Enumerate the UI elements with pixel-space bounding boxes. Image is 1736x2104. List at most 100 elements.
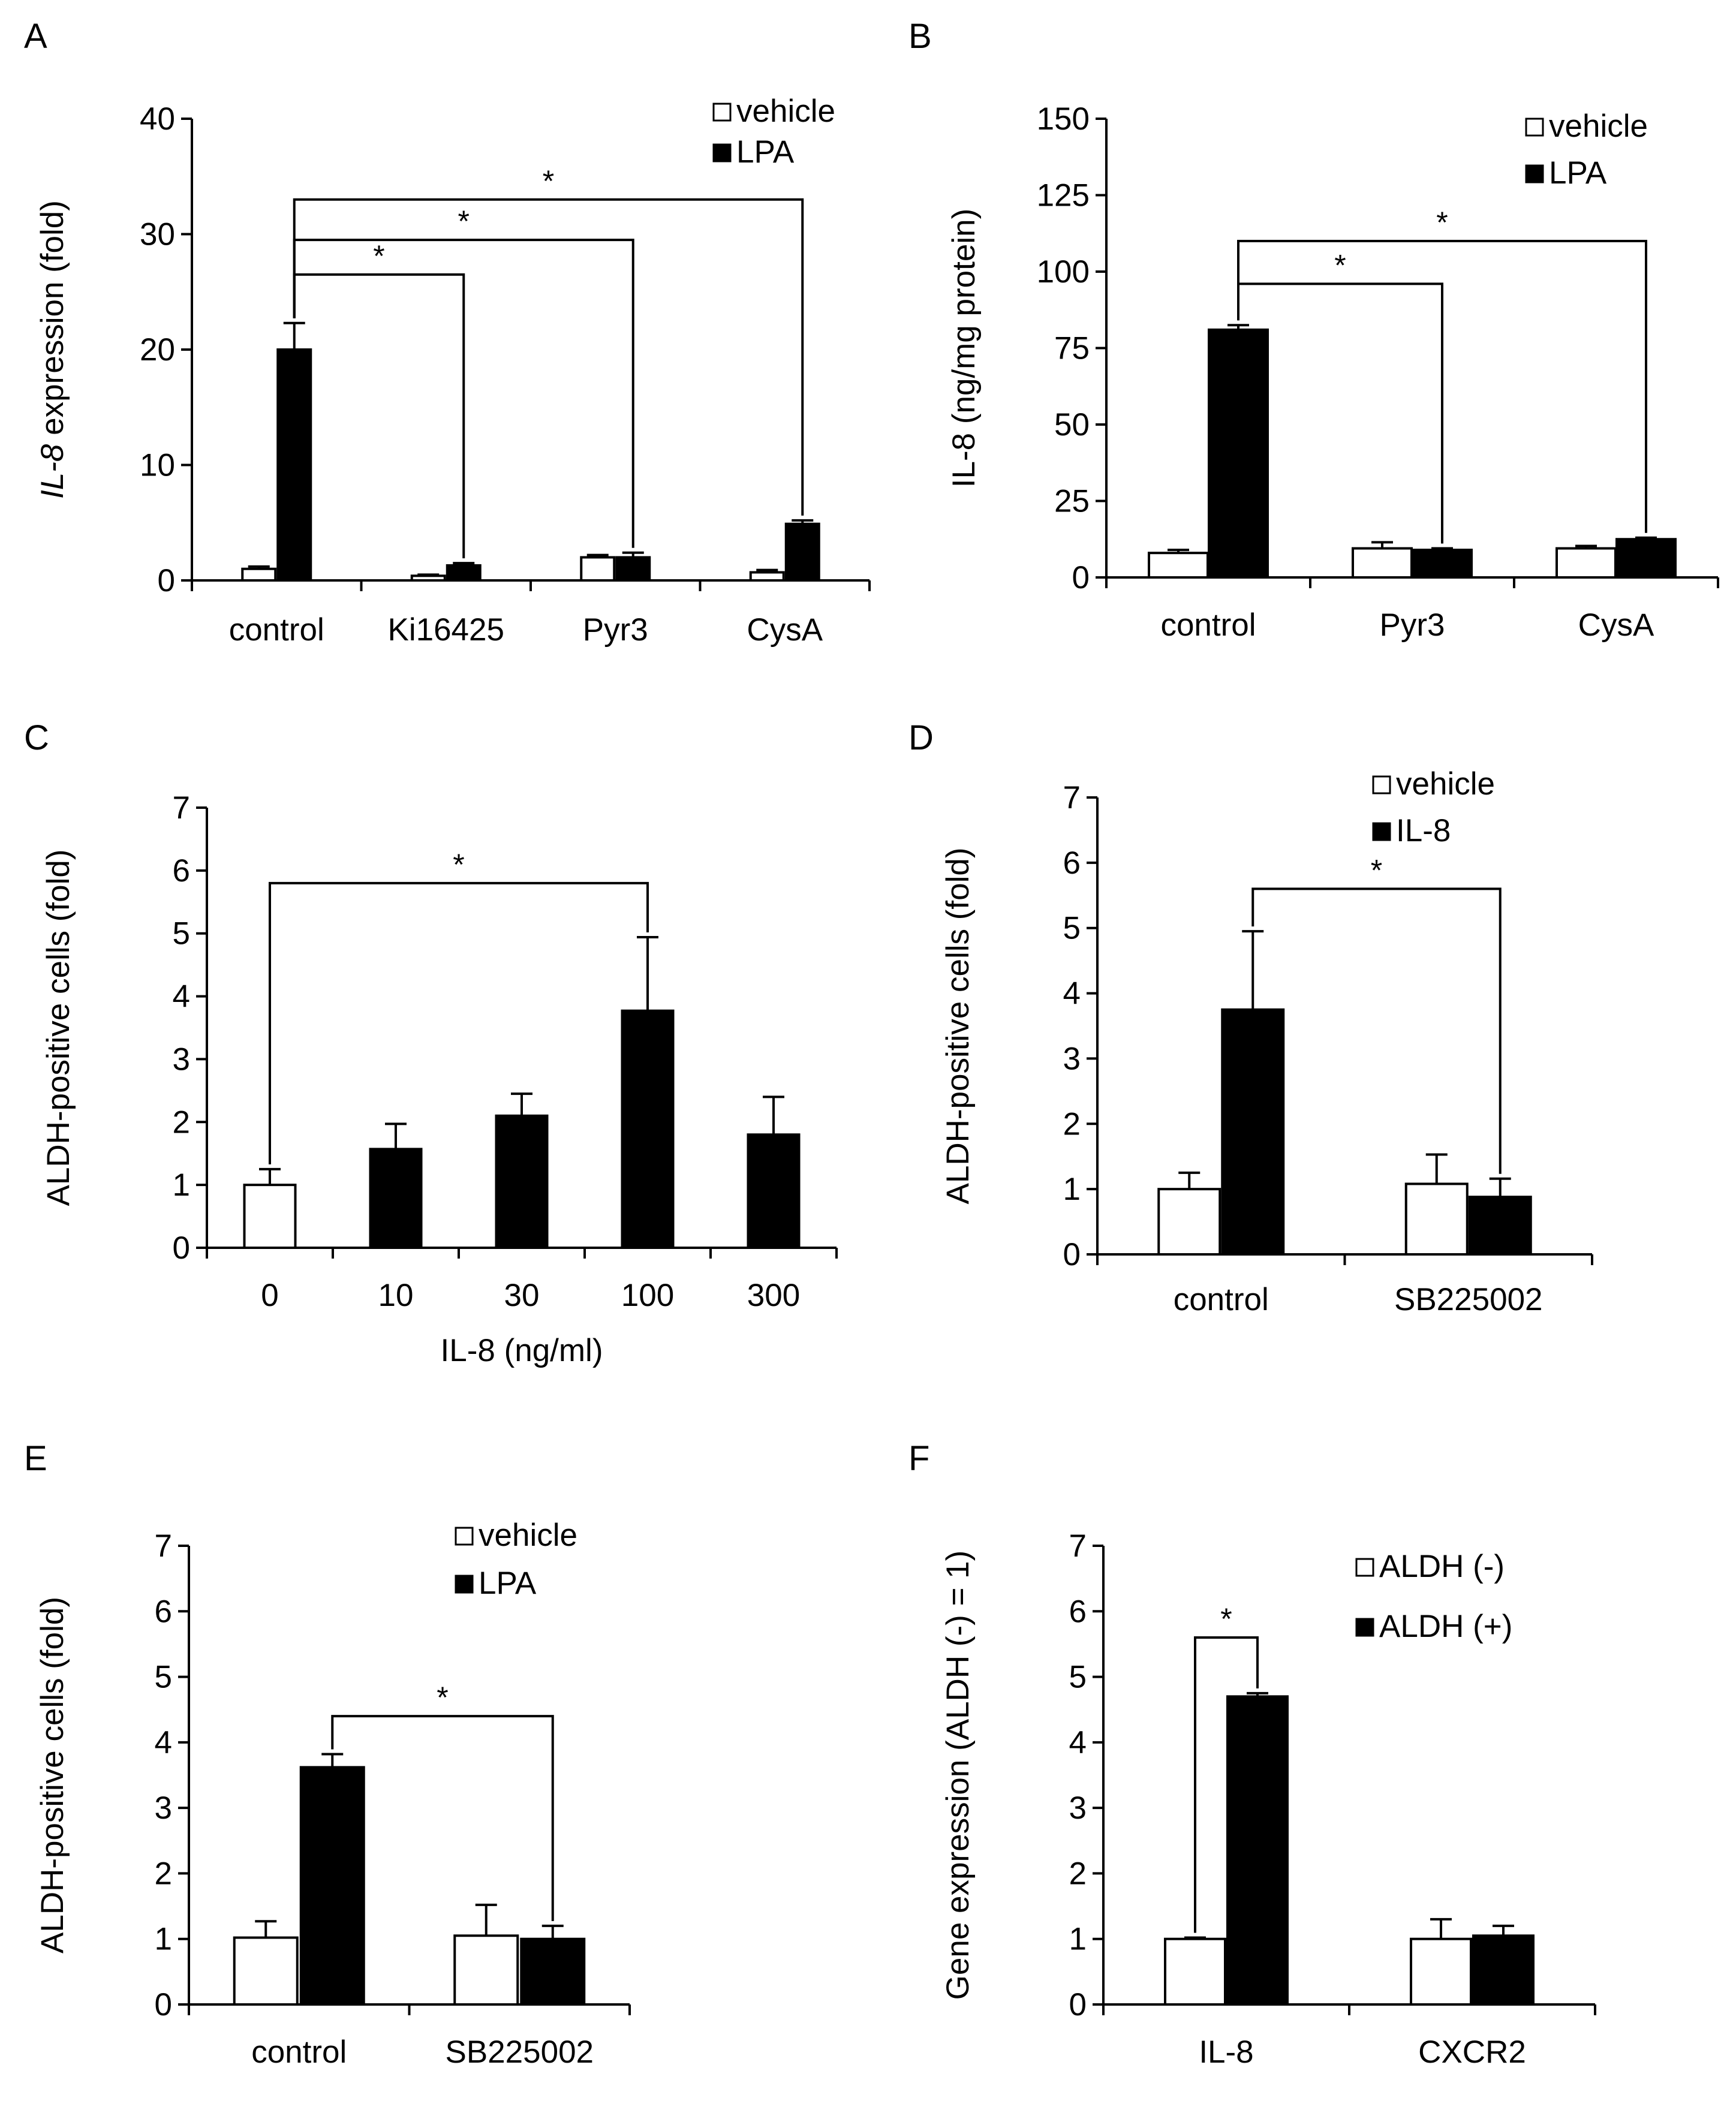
y-tick-label: 4 [173, 979, 190, 1015]
y-tick-label: 30 [140, 217, 175, 252]
legend-swatch [1355, 1618, 1374, 1637]
legend-swatch [455, 1527, 474, 1546]
bar [453, 1934, 519, 2006]
y-tick-label: 5 [155, 1660, 172, 1695]
x-tick-label: CysA [747, 612, 823, 648]
panel-letter: F [908, 1439, 929, 1478]
significance-star: * [373, 239, 384, 273]
y-tick-label: 2 [1069, 1856, 1087, 1891]
bar [1208, 328, 1269, 579]
legend-label: vehicle [736, 94, 835, 129]
y-tick-label: 2 [155, 1856, 172, 1891]
legend-swatch [1372, 822, 1391, 841]
panel-e: E 0 1 2 3 4 5 6 7 control SB225002 ALDH-positive ce… [24, 1439, 631, 2070]
x-tick-label: Pyr3 [1380, 607, 1445, 643]
y-tick-label: 4 [1069, 1725, 1087, 1760]
bar [1157, 1188, 1221, 1256]
y-tick-label: 6 [1069, 1594, 1087, 1629]
y-tick-label: 2 [173, 1104, 190, 1140]
x-tick-label: 300 [747, 1278, 800, 1313]
y-tick-label: 6 [173, 853, 190, 889]
bar [369, 1148, 423, 1249]
y-tick-label: 10 [140, 448, 175, 483]
significance-bracket [269, 881, 649, 1164]
significance-star: * [1436, 206, 1448, 239]
legend-label: vehicle [1396, 766, 1495, 802]
y-tick-label: 20 [140, 332, 175, 368]
y-tick-label: 0 [1063, 1237, 1081, 1272]
y-tick-label: 50 [1054, 407, 1090, 443]
y-axis-label: IL-8 expression (fold) [35, 200, 70, 499]
y-tick-label: 1 [1069, 1922, 1087, 1957]
bar [1468, 1196, 1532, 1256]
bar [233, 1936, 299, 2006]
y-tick-label: 125 [1037, 178, 1090, 213]
y-tick-label: 3 [155, 1790, 172, 1826]
bar [243, 1184, 297, 1249]
x-axis-label: IL-8 (ng/ml) [441, 1333, 603, 1368]
legend-label: IL-8 [1396, 813, 1451, 848]
bar [446, 564, 482, 582]
y-tick-label: 0 [1072, 560, 1090, 595]
significance-bracket [1194, 1636, 1259, 1933]
bar [1472, 1934, 1535, 2006]
significance-bracket [1237, 282, 1443, 544]
y-tick-label: 100 [1037, 254, 1090, 290]
y-tick-label: 7 [155, 1528, 172, 1564]
bar [1556, 547, 1617, 579]
legend-label: LPA [479, 1566, 537, 1601]
y-tick-label: 2 [1063, 1106, 1081, 1142]
y-tick-label: 5 [173, 916, 190, 952]
bar [1410, 1937, 1472, 2006]
x-tick-label: 100 [621, 1278, 674, 1313]
x-tick-label: CysA [1578, 607, 1654, 643]
y-tick-label: 0 [173, 1230, 190, 1266]
y-tick-label: 7 [1063, 780, 1081, 815]
bar [1148, 552, 1209, 579]
legend-label: LPA [736, 134, 795, 170]
legend-label: LPA [1549, 155, 1607, 191]
x-tick-label: control [229, 612, 324, 648]
significance-bracket [331, 1715, 554, 1921]
y-tick-label: 0 [155, 1987, 172, 2022]
legend-label: ALDH (+) [1379, 1609, 1512, 1644]
legend-swatch [455, 1575, 474, 1594]
legend-swatch [712, 143, 732, 162]
bar [1221, 1008, 1285, 1256]
y-tick-label: 3 [1063, 1041, 1081, 1076]
y-axis-label: Gene expression (ALDH (-) = 1) [940, 1551, 976, 2000]
bar [276, 348, 312, 582]
x-tick-label: Ki16425 [387, 612, 504, 648]
y-tick-label: 4 [155, 1725, 172, 1760]
bar [749, 571, 785, 582]
panel-letter: D [908, 718, 934, 757]
legend-label: ALDH (-) [1379, 1549, 1505, 1584]
bar [495, 1114, 549, 1250]
significance-star: * [453, 848, 464, 881]
panel-d: D 0 1 2 3 4 5 6 7 control SB225002 ALDH-positive ce… [908, 718, 1593, 1317]
panel-a: A 0 10 20 30 40 control Ki16425 Pyr3 CysA IL-8 exp… [24, 17, 871, 648]
panel-c: C 0 1 2 3 4 5 6 7 0 10 30 100 300 ALDH-positive cells … [24, 718, 838, 1368]
significance-bracket [293, 273, 465, 559]
y-tick-label: 150 [1037, 101, 1090, 137]
panel-b: B 0 25 50 75 100 125 150 control Pyr3 CysA IL-8 (ng… [908, 17, 1719, 643]
y-tick-label: 1 [155, 1922, 172, 1957]
legend-swatch [1525, 118, 1544, 137]
bar [1404, 1182, 1469, 1256]
y-axis-label: ALDH-positive cells (fold) [41, 850, 76, 1206]
significance-star: * [543, 164, 554, 198]
bar [784, 522, 820, 582]
bar [1164, 1937, 1226, 2006]
y-tick-label: 1 [173, 1167, 190, 1203]
legend-label: vehicle [479, 1518, 577, 1553]
y-axis-label-italic: IL-8 [35, 444, 70, 499]
y-tick-label: 75 [1054, 331, 1090, 366]
significance-bracket [1237, 240, 1647, 533]
y-tick-label: 25 [1054, 484, 1090, 519]
x-tick-label: 30 [504, 1278, 540, 1313]
bar [299, 1766, 365, 2006]
panel-letter: A [24, 17, 47, 56]
y-tick-label: 3 [173, 1042, 190, 1077]
significance-star: * [458, 204, 470, 238]
